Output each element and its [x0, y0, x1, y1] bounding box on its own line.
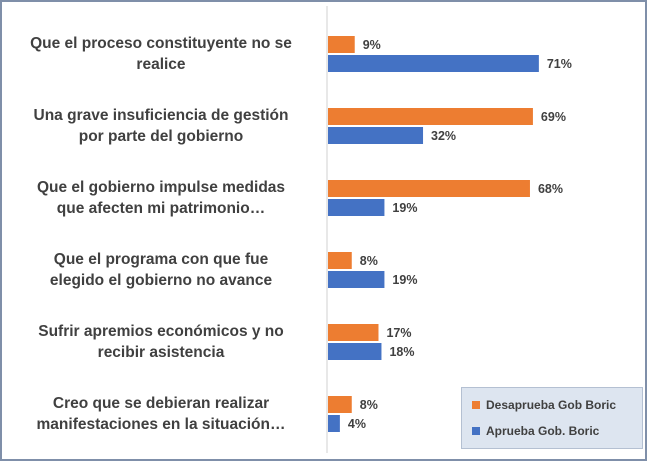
category-label-line: realice [136, 56, 186, 73]
data-label: 32% [431, 129, 456, 143]
data-label: 71% [547, 57, 572, 71]
category-label-line: Sufrir apremios económicos y no [38, 323, 284, 340]
category-label-line: que afecten mi patrimonio… [56, 200, 266, 217]
data-label: 19% [392, 273, 417, 287]
bar-desaprueba [328, 396, 352, 413]
category-label-line: elegido el gobierno no avance [49, 272, 273, 289]
legend-label-aprueba: Aprueba Gob. Boric [486, 424, 600, 438]
category-label-line: Que el gobierno impulse medidas [36, 179, 286, 196]
category-label-line: Que el proceso constituyente no se [30, 35, 292, 52]
bar-desaprueba [328, 36, 355, 53]
bar-aprueba [328, 271, 385, 288]
legend: Desaprueba Gob Boric Aprueba Gob. Boric [461, 387, 643, 449]
legend-label-desaprueba: Desaprueba Gob Boric [486, 398, 617, 412]
bar-aprueba [328, 199, 385, 216]
bar-desaprueba [328, 180, 530, 197]
data-label: 8% [360, 254, 378, 268]
legend-item-aprueba: Aprueba Gob. Boric [472, 424, 599, 438]
category-label: Que el proceso constituyente no se realic… [8, 33, 314, 75]
bar-desaprueba [328, 252, 352, 269]
data-label: 18% [389, 345, 414, 359]
data-label: 8% [360, 398, 378, 412]
category-label: Que el gobierno impulse medidas que afect… [8, 177, 314, 219]
data-label: 4% [348, 417, 366, 431]
category-label-line: Creo que se debieran realizar [52, 395, 270, 412]
data-label: 19% [392, 201, 417, 215]
legend-swatch-aprueba [472, 427, 480, 435]
legend-item-desaprueba: Desaprueba Gob Boric [472, 398, 616, 412]
data-label: 17% [386, 326, 411, 340]
category-label-line: Una grave insuficiencia de gestión [33, 107, 289, 124]
category-label: Que el programa con que fue elegido el go… [8, 249, 314, 291]
category-label: Sufrir apremios económicos y no recibir a… [8, 321, 314, 363]
bar-desaprueba [328, 108, 533, 125]
data-label: 9% [363, 38, 381, 52]
category-label: Una grave insuficiencia de gestión por pa… [8, 105, 314, 147]
legend-swatch-desaprueba [472, 401, 480, 409]
category-label: Creo que se debieran realizar manifestaci… [8, 393, 314, 435]
category-label-line: recibir asistencia [97, 344, 225, 361]
data-label: 69% [541, 110, 566, 124]
category-label-line: manifestaciones en la situación… [36, 416, 286, 433]
bar-aprueba [328, 55, 539, 72]
bar-desaprueba [328, 324, 379, 341]
bar-aprueba [328, 343, 382, 360]
category-label-line: por parte del gobierno [78, 128, 244, 145]
bar-aprueba [328, 415, 340, 432]
data-label: 68% [538, 182, 563, 196]
category-label-line: Que el programa con que fue [53, 251, 269, 268]
bar-aprueba [328, 127, 424, 144]
